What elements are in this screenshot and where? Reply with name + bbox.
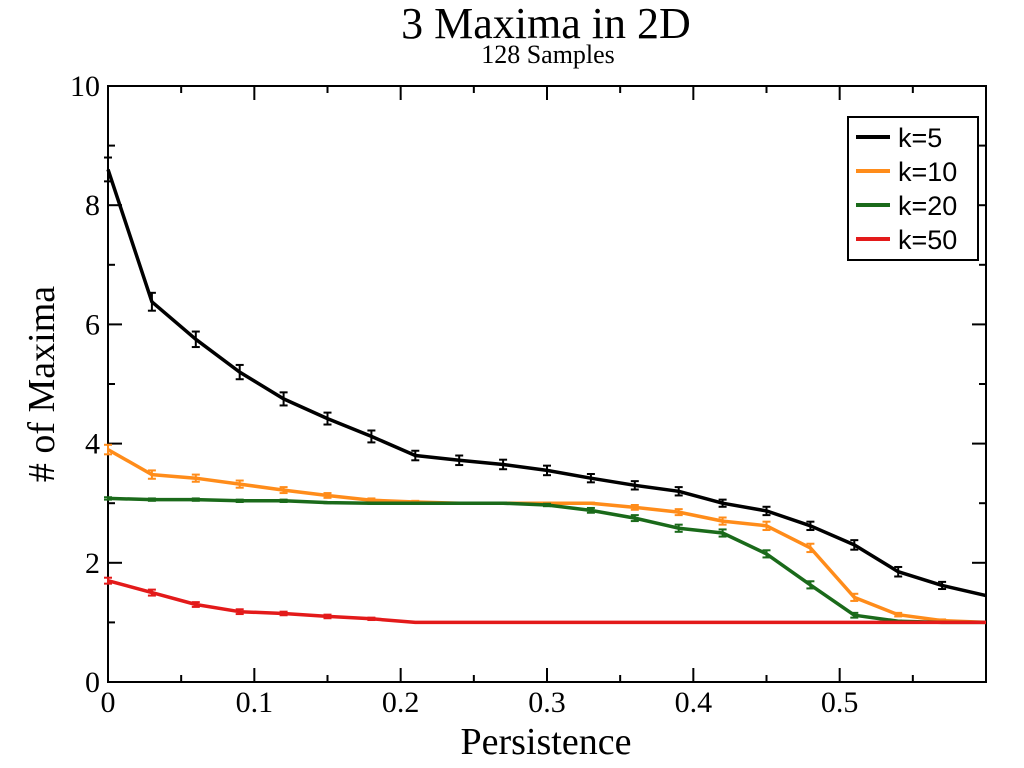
x-axis: 0 0.1 0.2 0.3 0.4 0.5 [101,86,914,719]
y-tick-label: 10 [70,70,100,103]
y-tick-label: 0 [85,666,100,699]
legend-box [847,116,979,261]
x-tick-label: 0.4 [675,686,713,719]
legend-label: k=10 [898,157,957,187]
y-tick-label: 8 [85,189,100,222]
x-tick-label: 0.1 [236,686,274,719]
y-tick-label: 6 [85,308,100,341]
y-tick-label: 4 [85,428,100,461]
x-axis-label: Persistence [461,721,632,763]
y-tick-label: 2 [85,547,100,580]
series-1 [104,156,987,598]
series-group [104,156,987,625]
x-tick-label: 0.3 [528,686,566,719]
x-tick-label: 0.2 [382,686,420,719]
chart-title: 3 Maxima in 2D [401,0,691,48]
series-line [107,579,986,625]
legend-label: k=5 [898,123,942,153]
y-axis-label: # of Maxima [21,286,63,482]
legend-item: k=20 [856,191,957,221]
legend-label: k=20 [898,191,957,221]
legend: k=5 k=10 k=20 k=50 [847,116,979,261]
legend-item: k=10 [856,157,957,187]
chart-subtitle: 128 Samples [481,40,615,69]
series-4 [104,576,986,625]
x-tick-label: 0 [101,686,116,719]
x-tick-label: 0.5 [821,686,859,719]
series-3 [104,496,986,625]
legend-label: k=50 [898,225,957,255]
legend-item: k=5 [856,123,942,153]
y-axis: 0 2 4 6 8 10 [70,70,986,699]
legend-item: k=50 [856,225,957,255]
